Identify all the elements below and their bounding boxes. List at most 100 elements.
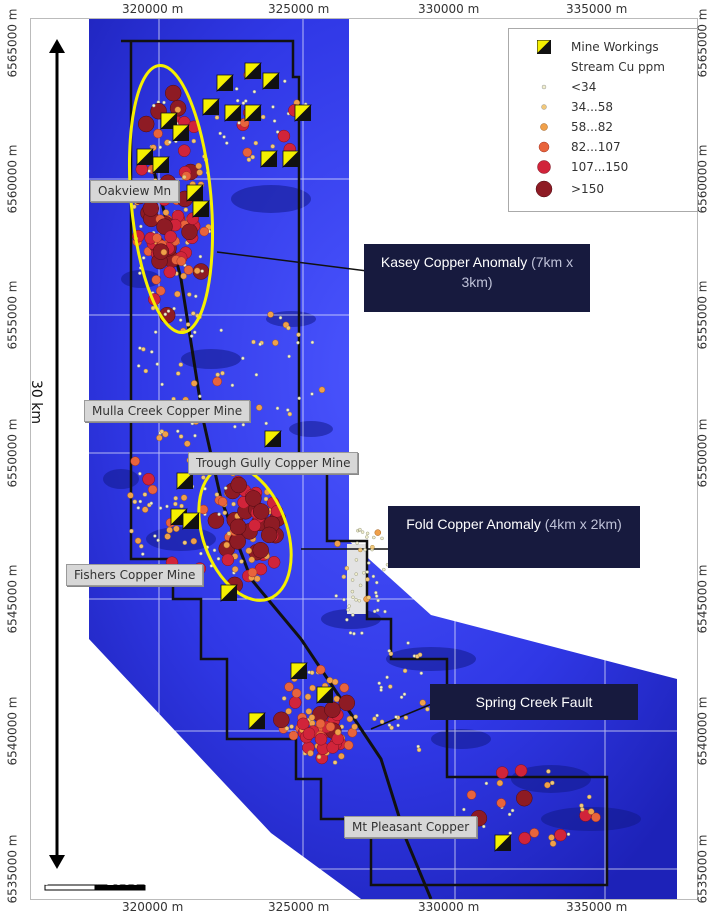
legend-class-2-swatch bbox=[541, 104, 547, 110]
stream-sample bbox=[343, 740, 354, 751]
stream-sample bbox=[136, 506, 141, 510]
stream-sample bbox=[159, 429, 165, 434]
legend-class-6-label: >150 bbox=[571, 182, 604, 196]
fold-callout-main: Fold Copper Anomaly bbox=[406, 516, 541, 532]
x-axis-label-330000: 330000 m bbox=[418, 2, 480, 16]
mine-workings bbox=[136, 62, 512, 852]
place-oakview: Oakview Mn bbox=[90, 180, 180, 202]
stream-sample bbox=[309, 684, 316, 692]
stream-sample bbox=[334, 728, 342, 736]
stream-sample bbox=[152, 233, 162, 243]
stream-sample bbox=[138, 271, 142, 275]
stream-sample bbox=[189, 334, 194, 338]
stream-sample bbox=[229, 518, 247, 536]
stream-sample bbox=[201, 475, 206, 480]
y-axis-label-6540000-right: 6540000 m bbox=[695, 696, 710, 766]
stream-sample bbox=[342, 597, 346, 602]
stream-sample bbox=[587, 794, 592, 800]
stream-sample bbox=[495, 766, 509, 779]
fold-callout-size: (4km x 2km) bbox=[540, 516, 622, 532]
stream-sample bbox=[160, 248, 168, 256]
stream-sample bbox=[173, 501, 178, 507]
stream-sample bbox=[138, 471, 142, 476]
distance-arrow bbox=[49, 39, 65, 869]
stream-sample bbox=[332, 760, 338, 765]
stream-sample bbox=[235, 98, 240, 103]
mine-working-icon bbox=[282, 150, 300, 168]
kasey-anomaly-outline[interactable] bbox=[119, 62, 222, 336]
stream-sample bbox=[248, 519, 261, 532]
stream-sample bbox=[375, 608, 380, 612]
stream-sample bbox=[271, 105, 275, 109]
stream-sample bbox=[281, 696, 287, 701]
stream-sample bbox=[155, 362, 160, 366]
mine-working-icon bbox=[290, 662, 308, 680]
stream-sample bbox=[180, 494, 188, 501]
x-axis-label-330000-bottom: 330000 m bbox=[418, 900, 480, 914]
scale-distance-label: >1000 m bbox=[96, 874, 157, 888]
stream-sample bbox=[296, 332, 301, 337]
mine-working-icon bbox=[216, 74, 234, 92]
stream-sample bbox=[150, 350, 154, 354]
stream-sample bbox=[351, 723, 358, 731]
survey-area bbox=[89, 19, 677, 899]
stream-sample bbox=[351, 595, 355, 600]
stream-sample bbox=[142, 200, 160, 217]
fault-callout: Spring Creek Fault bbox=[430, 684, 638, 720]
stream-sample bbox=[222, 135, 226, 139]
stream-sample bbox=[273, 711, 290, 729]
stream-sample bbox=[466, 790, 477, 800]
stream-sample bbox=[183, 207, 189, 212]
scale-zero-label: 0 bbox=[42, 874, 51, 888]
stream-sample bbox=[250, 154, 255, 160]
stream-sample bbox=[181, 223, 198, 241]
stream-sample bbox=[165, 504, 169, 509]
mine-working-icon bbox=[244, 104, 262, 122]
stream-sample bbox=[355, 541, 359, 545]
stream-sample bbox=[365, 570, 369, 574]
legend-class-6: >150 bbox=[509, 179, 697, 199]
stream-sample bbox=[286, 325, 291, 331]
stream-sample bbox=[193, 330, 197, 335]
stream-sample bbox=[180, 272, 187, 280]
stream-sample bbox=[297, 396, 301, 401]
stream-sample bbox=[173, 496, 178, 501]
stream-sample bbox=[272, 119, 277, 123]
stream-sample bbox=[166, 526, 173, 534]
stream-sample bbox=[158, 145, 162, 150]
stream-sample bbox=[334, 594, 338, 598]
stream-sample bbox=[296, 340, 300, 345]
stream-sample bbox=[237, 121, 241, 125]
stream-sample bbox=[138, 346, 142, 350]
mine-working-icon bbox=[160, 112, 178, 130]
stream-sample bbox=[242, 147, 253, 158]
stream-sample bbox=[138, 499, 143, 504]
stream-sample bbox=[310, 340, 315, 345]
stream-sample bbox=[241, 136, 246, 140]
stream-sample bbox=[385, 675, 389, 680]
stream-sample bbox=[172, 306, 176, 311]
stream-sample bbox=[200, 269, 204, 273]
mine-working-icon bbox=[136, 148, 154, 166]
x-axis-label-325000: 325000 m bbox=[268, 2, 330, 16]
stream-sample bbox=[309, 670, 315, 675]
stream-sample bbox=[226, 531, 232, 536]
stream-sample bbox=[362, 571, 366, 575]
place-trough-gully: Trough Gully Copper Mine bbox=[188, 452, 359, 474]
stream-sample bbox=[334, 540, 341, 547]
stream-sample bbox=[143, 368, 149, 374]
survey-map[interactable] bbox=[31, 19, 697, 899]
stream-sample bbox=[350, 589, 355, 594]
stream-sample bbox=[198, 394, 202, 399]
stream-sample bbox=[267, 311, 274, 318]
stream-sample bbox=[264, 421, 268, 426]
stream-sample bbox=[360, 631, 364, 635]
stream-sample bbox=[288, 730, 299, 741]
stream-sample bbox=[151, 275, 161, 285]
legend-class-1: <34 bbox=[509, 77, 697, 97]
stream-sample bbox=[308, 714, 316, 721]
stream-sample bbox=[284, 682, 294, 692]
stream-sample bbox=[191, 311, 196, 316]
mine-working-icon bbox=[176, 472, 194, 490]
stream-sample bbox=[417, 652, 423, 658]
